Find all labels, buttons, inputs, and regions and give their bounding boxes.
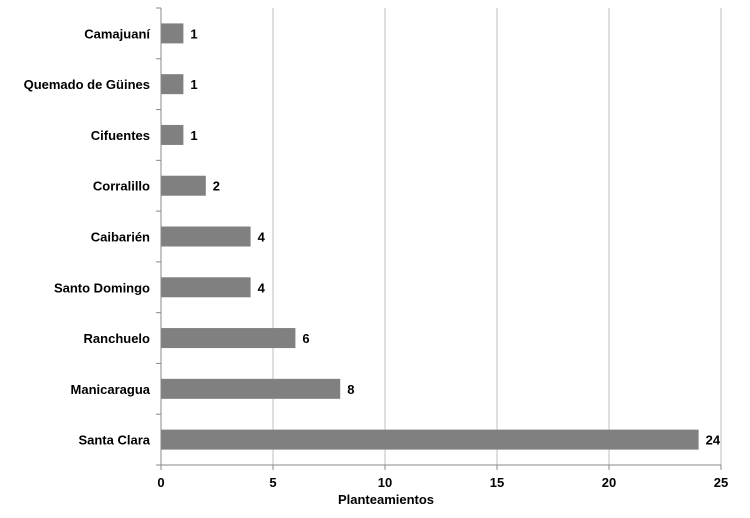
bar xyxy=(161,175,206,196)
category-label: Santo Domingo xyxy=(54,280,150,295)
data-label: 2 xyxy=(213,179,220,194)
category-label: Camajuaní xyxy=(84,26,150,41)
category-labels: Camajuaní Quemado de Güines Cifuentes Corra… xyxy=(24,26,151,447)
x-tick-label: 25 xyxy=(714,475,728,490)
category-label: Caibarién xyxy=(91,230,150,245)
bar xyxy=(161,23,184,44)
data-label: 1 xyxy=(190,77,197,92)
category-label: Quemado de Güines xyxy=(24,77,150,92)
category-label: Cifuentes xyxy=(91,128,150,143)
bar xyxy=(161,74,184,95)
category-label: Ranchuelo xyxy=(84,331,151,346)
data-label: 1 xyxy=(190,128,197,143)
bar xyxy=(161,378,341,399)
axes xyxy=(156,7,722,470)
bar xyxy=(161,226,251,247)
bar xyxy=(161,328,296,349)
x-tick-label: 20 xyxy=(602,475,616,490)
bar xyxy=(161,277,251,298)
data-label: 4 xyxy=(258,230,266,245)
data-label: 6 xyxy=(302,331,309,346)
x-tick-label: 10 xyxy=(378,475,392,490)
x-axis-title: Planteamientos xyxy=(338,492,434,507)
x-tick-label: 15 xyxy=(490,475,504,490)
data-label: 1 xyxy=(190,26,197,41)
data-label: 24 xyxy=(706,433,721,448)
category-label: Manicaragua xyxy=(71,382,151,397)
data-label: 4 xyxy=(258,280,266,295)
category-label: Santa Clara xyxy=(78,433,150,448)
category-label: Corralillo xyxy=(93,179,150,194)
data-label: 8 xyxy=(347,382,354,397)
bars xyxy=(161,23,699,450)
tick-labels: 0 5 10 15 20 25 xyxy=(157,475,728,490)
bar xyxy=(161,429,699,450)
x-tick-label: 0 xyxy=(157,475,164,490)
x-tick-label: 5 xyxy=(269,475,276,490)
bar xyxy=(161,124,184,145)
